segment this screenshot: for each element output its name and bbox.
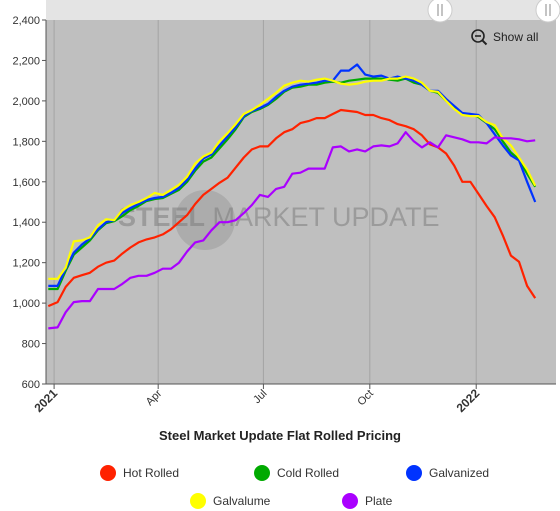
axes xyxy=(45,20,556,385)
legend-label: Galvanized xyxy=(429,466,490,480)
y-tick-label: 600 xyxy=(22,379,40,391)
y-tick-label: 1,600 xyxy=(12,177,40,189)
watermark-logo xyxy=(175,190,235,250)
y-tick-label: 1,800 xyxy=(12,136,40,148)
y-tick-label: 2,200 xyxy=(12,55,40,67)
legend-item-galvalume[interactable]: Galvalume xyxy=(190,491,270,511)
show-all-button[interactable]: Show all xyxy=(470,28,538,46)
x-tick-label: Oct xyxy=(355,388,376,409)
legend-marker-hot-rolled xyxy=(100,465,116,481)
x-tick-label: 2022 xyxy=(454,386,483,415)
y-tick-label: 1,400 xyxy=(12,217,40,229)
zoom-out-icon xyxy=(471,29,488,46)
legend-marker-cold-rolled xyxy=(254,465,270,481)
legend-label: Hot Rolled xyxy=(123,466,180,480)
legend-marker-plate xyxy=(342,493,358,509)
series-line-galvalume[interactable] xyxy=(48,75,537,280)
y-tick-label: 2,400 xyxy=(12,15,40,27)
series-group xyxy=(47,63,537,330)
series-line-hot-rolled[interactable] xyxy=(47,108,537,308)
series-line-galvanized[interactable] xyxy=(48,63,537,287)
watermark: STEEL MARKET UPDATE xyxy=(118,190,440,250)
y-tick-label: 2,000 xyxy=(12,96,40,108)
legend-marker-galvanized xyxy=(406,465,422,481)
y-tick-label: 800 xyxy=(22,339,40,351)
chart-svg: STEEL MARKET UPDATE 2,400 2,200 2,000 1,800… xyxy=(12,0,560,415)
legend-item-cold-rolled[interactable]: Cold Rolled xyxy=(254,463,339,483)
series-line-plate[interactable] xyxy=(48,131,536,330)
legend-label: Plate xyxy=(365,494,393,508)
y-tick-label: 1,000 xyxy=(12,298,40,310)
x-tick-label: Jul xyxy=(251,388,269,406)
legend-label: Galvalume xyxy=(213,494,271,508)
legend-item-hot-rolled[interactable]: Hot Rolled xyxy=(100,463,179,483)
range-handle-left[interactable] xyxy=(427,0,453,23)
legend-item-plate[interactable]: Plate xyxy=(342,491,392,511)
range-navigator[interactable] xyxy=(46,0,556,20)
y-tick-label: 1,200 xyxy=(12,258,40,270)
range-handle-right[interactable] xyxy=(535,0,560,23)
y-axis-ticks: 2,400 2,200 2,000 1,800 1,600 1,400 1,200 1,000… xyxy=(12,15,46,391)
chart-title: Steel Market Update Flat Rolled Pricing xyxy=(159,428,401,443)
x-tick-label: Apr xyxy=(144,387,165,408)
watermark-text: STEEL MARKET UPDATE xyxy=(118,202,440,232)
x-axis-ticks: 2021 Apr Jul Oct 2022 xyxy=(31,384,483,415)
legend-label: Cold Rolled xyxy=(277,466,340,480)
show-all-label: Show all xyxy=(493,30,539,44)
legend-marker-galvalume xyxy=(190,493,206,509)
legend-item-galvanized[interactable]: Galvanized xyxy=(406,463,489,483)
